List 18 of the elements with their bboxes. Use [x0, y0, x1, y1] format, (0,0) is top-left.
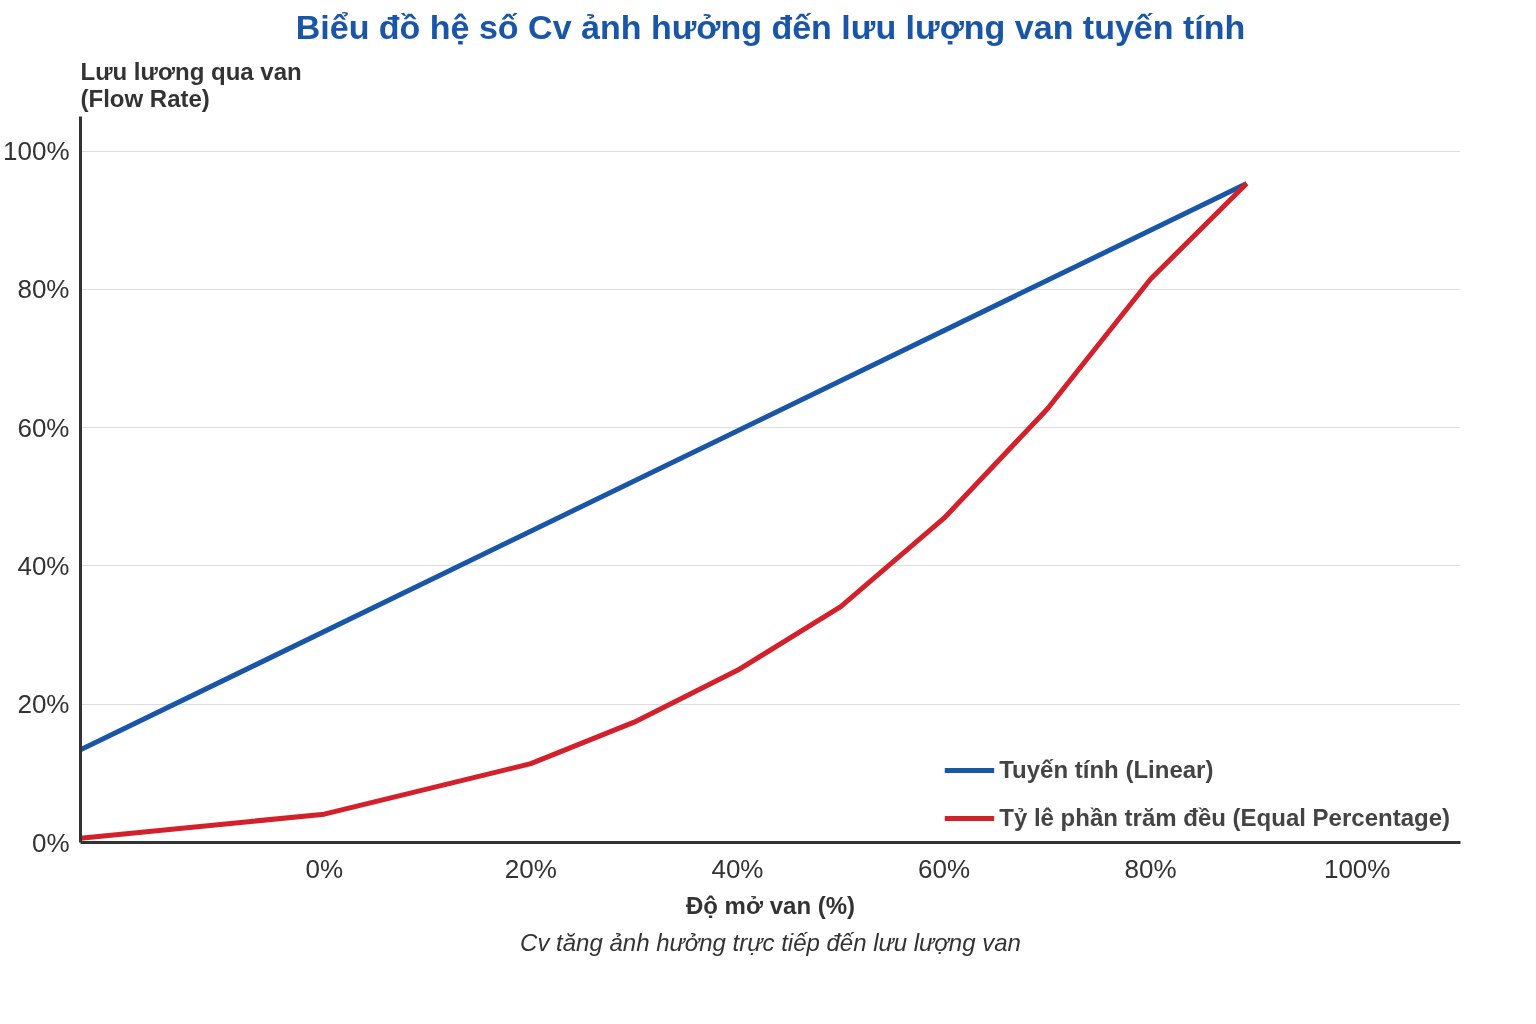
- text: Cv tăng ảnh hưởng trực tiếp đến lưu lượng van: [520, 928, 1021, 956]
- y-tick-label: 0%: [31, 827, 70, 858]
- x-tick-label: 100%: [1323, 853, 1391, 884]
- y-tick-label: 60%: [17, 412, 70, 443]
- x-tick-label: 80%: [1124, 853, 1177, 884]
- y-axis-title: Lưu lương qua van (Flow Rate): [80, 57, 302, 112]
- y-tick-label: 20%: [17, 689, 70, 720]
- y-tick-label: 80%: [17, 274, 70, 305]
- x-axis-title: Độ mở van (%): [685, 891, 856, 919]
- legend-label: Tỷ lê phần trăm đều (Equal Percentage): [999, 804, 1450, 832]
- y-tick-label: 100%: [3, 136, 70, 167]
- legend-label: Tuyến tính (Linear): [999, 756, 1214, 784]
- x-tick-label: 40%: [711, 853, 764, 884]
- y-tick-label: 40%: [17, 550, 70, 581]
- x-tick-label: 20%: [504, 853, 557, 884]
- chart-title: Biểu đồ hệ số Cv ảnh hưởng đến lưu lượng van tuyến tính: [295, 7, 1246, 46]
- x-tick-label: 60%: [918, 853, 971, 884]
- x-tick-label: 0%: [305, 853, 344, 884]
